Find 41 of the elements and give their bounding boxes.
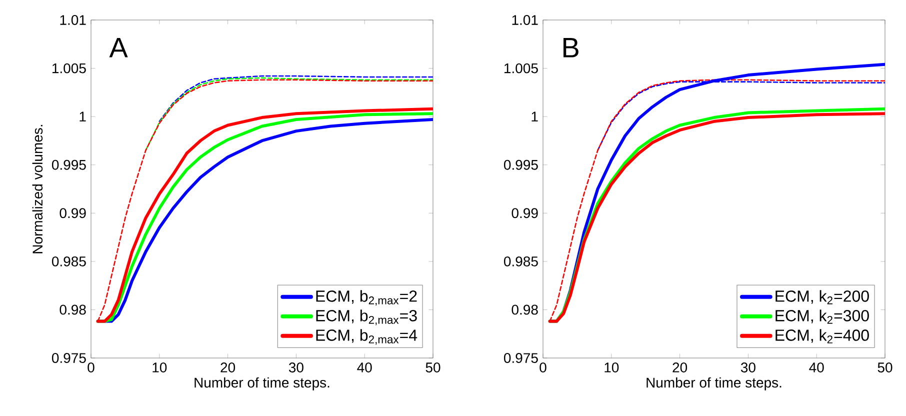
x-tick-label: 10 [604,362,619,372]
y-tick-label: 0.98 [60,304,86,315]
y-tick-label: 0.975 [52,353,86,363]
x-tick-label: 40 [809,362,824,372]
x-tick-label: 10 [152,362,167,372]
legend-label: ECM, b$_{2,max}$=4 [316,329,418,345]
legend-label: ECM, k$_{2}$=200 [776,290,869,304]
x-tick-label: 20 [672,362,688,372]
y-tick-label: 0.99 [60,208,86,218]
y-tick-label: 1 [80,112,86,122]
x-tick-label: 50 [878,362,892,372]
legend-label: ECM, k$_{2}$=300 [776,310,869,324]
y-tick-label: 0.985 [52,256,86,266]
line-series [158,75,433,122]
x-axis-title: Number of time steps. [194,377,330,390]
y-axis-title: Normalized volumes. [32,124,43,254]
y-tick-label: 1.01 [512,15,538,25]
x-tick-label: 40 [357,362,372,372]
legend-label: ECM, b$_{2,max}$=2 [316,290,417,306]
y-tick-label: 1.005 [52,63,86,74]
y-tick-label: 0.995 [52,160,86,170]
legend-label: ECM, b$_{2,max}$=3 [316,310,417,326]
chart-title: B [564,38,578,58]
y-tick-label: 1.005 [504,63,538,74]
x-axis-title: Number of time steps. [646,377,782,390]
y-tick-label: 0.99 [512,208,538,218]
y-tick-label: 1 [532,112,538,122]
y-tick-label: 0.985 [504,256,538,266]
y-tick-label: 0.995 [504,160,538,170]
y-tick-label: 0.975 [504,353,538,363]
x-tick-label: 30 [288,362,304,372]
line-series [145,77,433,152]
x-tick-label: 0 [88,362,94,372]
y-tick-label: 1.01 [60,15,86,25]
x-tick-label: 20 [220,362,236,372]
x-tick-label: 30 [740,362,756,372]
chart-title: A [109,38,128,58]
legend-label: ECM, k$_{2}$=400 [776,329,869,344]
x-tick-label: 50 [426,362,440,372]
x-tick-label: 0 [540,362,546,372]
y-tick-label: 0.98 [512,304,538,315]
